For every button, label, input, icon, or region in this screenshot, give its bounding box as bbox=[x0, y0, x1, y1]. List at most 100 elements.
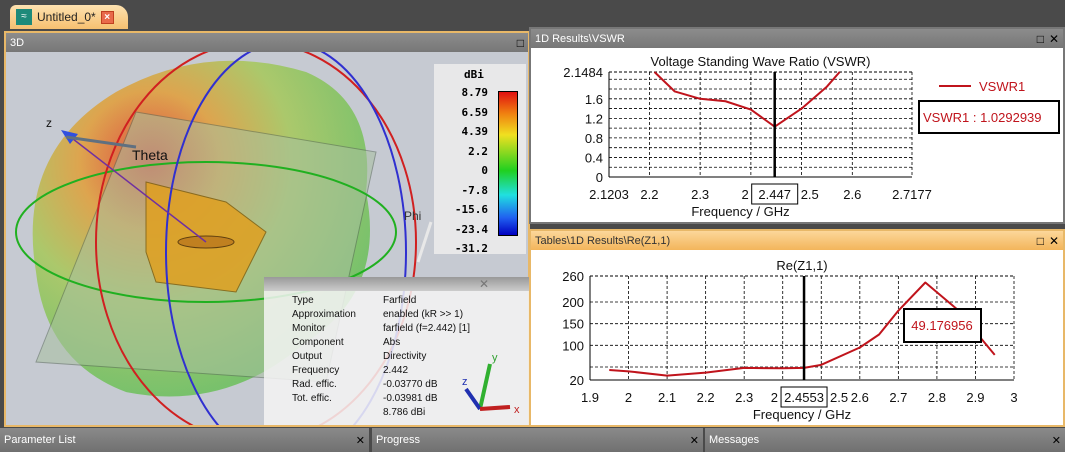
marker-x-label: 2.447 bbox=[758, 187, 791, 202]
y-tick-label: 2.1484 bbox=[563, 65, 603, 80]
y-tick-label: 260 bbox=[562, 269, 584, 284]
info-key: Monitor bbox=[292, 323, 326, 334]
close-icon[interactable]: ✕ bbox=[355, 434, 365, 447]
info-close-icon[interactable]: ✕ bbox=[264, 277, 529, 291]
colorbar-tick: 0 bbox=[481, 164, 488, 177]
info-row: Rad. effic. -0.03770 dB bbox=[292, 379, 529, 393]
x-tick-label: 2.6 bbox=[843, 187, 861, 202]
info-value: enabled (kR >> 1) bbox=[383, 309, 464, 320]
y-tick-label: 150 bbox=[562, 317, 584, 332]
progress-panel[interactable]: Progress ✕ bbox=[372, 428, 703, 452]
colorbar-tick: -23.4 bbox=[454, 222, 488, 236]
marker-readout-box bbox=[903, 308, 982, 343]
project-icon: ≈ bbox=[16, 9, 32, 25]
messages-panel[interactable]: Messages ✕ bbox=[705, 428, 1065, 452]
info-row: 8.786 dBi bbox=[292, 407, 529, 421]
close-icon[interactable]: ✕ bbox=[1051, 434, 1061, 447]
info-key: Component bbox=[292, 337, 344, 348]
marker-x-label: 2.4553 bbox=[784, 390, 824, 405]
colorbar-tick: -31.2 bbox=[454, 242, 488, 255]
theta-label: Theta bbox=[132, 147, 168, 163]
tab-untitled[interactable]: ≈ Untitled_0* × bbox=[10, 5, 128, 29]
panel-re-header: Tables\1D Results\Re(Z1,1) □ ✕ bbox=[531, 231, 1063, 250]
axis-z-label: z bbox=[462, 376, 468, 388]
marker-readout: VSWR1 : 1.0292939 bbox=[923, 110, 1042, 125]
info-row: Monitor farfield (f=2.442) [1] bbox=[292, 323, 529, 337]
info-row: Component Abs bbox=[292, 337, 529, 351]
y-tick-label: 200 bbox=[562, 295, 584, 310]
colorbar-unit: dBi bbox=[464, 68, 484, 81]
y-tick-label: 0.4 bbox=[585, 150, 603, 165]
x-tick-label: 2.1203 bbox=[589, 187, 629, 202]
vswr-chart[interactable]: Voltage Standing Wave Ratio (VSWR) 2.1203… bbox=[531, 48, 1063, 222]
x-tick-label: 2 bbox=[625, 390, 632, 405]
colorbar-tick: -7.8 bbox=[461, 183, 489, 197]
axis-y-label: y bbox=[492, 352, 498, 364]
x-tick-label: 1.9 bbox=[581, 390, 599, 405]
chart-title: Voltage Standing Wave Ratio (VSWR) bbox=[651, 54, 871, 69]
colorbar-tick: 8.79 bbox=[461, 86, 489, 99]
panel-title: 1D Results\VSWR bbox=[535, 32, 625, 45]
x-tick-label: 2.5 bbox=[801, 187, 819, 202]
info-key: Type bbox=[292, 295, 314, 306]
z-axis-label: z bbox=[46, 116, 52, 130]
colorbar-tick: 6.59 bbox=[461, 105, 489, 119]
marker-readout: 49.176956 bbox=[911, 318, 972, 333]
parameter-list-panel[interactable]: Parameter List ✕ bbox=[0, 428, 369, 452]
info-value: 8.786 dBi bbox=[383, 407, 426, 418]
info-key bbox=[292, 407, 383, 421]
info-row: Approximation enabled (kR >> 1) bbox=[292, 309, 529, 323]
marker-readout-box bbox=[918, 100, 1060, 134]
colorbar: dBi 8.79 6.59 4.39 2.2 0 -7.8 -15.6 -23.4 -31.2 bbox=[434, 64, 526, 255]
info-row: Tot. effic. -0.03981 dB bbox=[292, 393, 529, 407]
x-tick-label: 2 bbox=[771, 390, 778, 405]
info-row: Type Farfield bbox=[292, 295, 529, 309]
panel-title: Parameter List bbox=[4, 434, 76, 446]
info-value: -0.03981 dB bbox=[383, 393, 438, 404]
chart-title: Re(Z1,1) bbox=[776, 258, 827, 273]
close-icon[interactable]: ✕ bbox=[1048, 31, 1059, 46]
axis-x-label: x bbox=[514, 404, 520, 416]
info-row: Output Directivity bbox=[292, 351, 529, 365]
series-line bbox=[609, 281, 996, 377]
tab-title: Untitled_0* bbox=[37, 10, 96, 24]
x-axis-label: Frequency / GHz bbox=[753, 407, 851, 422]
info-key: Frequency bbox=[292, 365, 340, 376]
y-tick-label: 0.8 bbox=[585, 131, 603, 146]
info-value: 2.442 bbox=[383, 365, 409, 376]
marker-x-box bbox=[780, 386, 828, 408]
x-tick-label: 2.2 bbox=[697, 390, 715, 405]
x-tick-label: 2.3 bbox=[691, 187, 709, 202]
y-tick-label: 1.2 bbox=[585, 111, 603, 126]
maximize-icon[interactable]: □ bbox=[1036, 233, 1044, 248]
x-tick-label: 2.1 bbox=[658, 390, 676, 405]
panel-vswr-header: 1D Results\VSWR □ ✕ bbox=[531, 29, 1063, 48]
panel-re-z11: Tables\1D Results\Re(Z1,1) □ ✕ Re(Z1,1) 1.9… bbox=[529, 229, 1065, 427]
info-key: Tot. effic. bbox=[292, 393, 332, 404]
info-value: Farfield bbox=[383, 295, 417, 306]
colorbar-tick: -15.6 bbox=[454, 203, 488, 216]
y-tick-label: 1.6 bbox=[585, 92, 603, 107]
x-tick-label: 2.6 bbox=[851, 390, 869, 405]
colorbar-tick: 4.39 bbox=[461, 125, 489, 138]
legend-label: VSWR1 bbox=[979, 79, 1025, 94]
maximize-icon[interactable]: □ bbox=[516, 35, 524, 50]
info-value: Abs bbox=[383, 337, 401, 348]
close-icon[interactable]: ✕ bbox=[1048, 233, 1059, 248]
colorbar-gradient bbox=[498, 91, 518, 236]
x-tick-label: 2.9 bbox=[966, 390, 984, 405]
info-value: farfield (f=2.442) [1] bbox=[383, 323, 470, 334]
info-key: Approximation bbox=[292, 309, 356, 320]
re-z11-chart[interactable]: Re(Z1,1) 1.9 2 2.1 2.2 2.3 2 2.5 2.6 2.7 2.8 2.9 3 20… bbox=[531, 250, 1063, 425]
x-axis-label: Frequency / GHz bbox=[691, 204, 789, 219]
maximize-icon[interactable]: □ bbox=[1036, 31, 1044, 46]
x-tick-label: 2.5 bbox=[830, 390, 848, 405]
close-tab-icon[interactable]: × bbox=[100, 10, 114, 24]
y-tick-label: 0 bbox=[596, 170, 603, 185]
x-tick-label: 2.8 bbox=[928, 390, 946, 405]
x-tick-label: 2.3 bbox=[735, 390, 753, 405]
close-icon[interactable]: ✕ bbox=[689, 434, 699, 447]
panel-3d: 3D □ z Theta Phi dBi 8.79 6.59 4.39 2.2 0 -7.8… bbox=[4, 31, 530, 427]
farfield-info-box: ✕ Type Farfield Approximation enabled (kR >… bbox=[264, 277, 529, 425]
x-tick-label: 2 bbox=[741, 187, 748, 202]
